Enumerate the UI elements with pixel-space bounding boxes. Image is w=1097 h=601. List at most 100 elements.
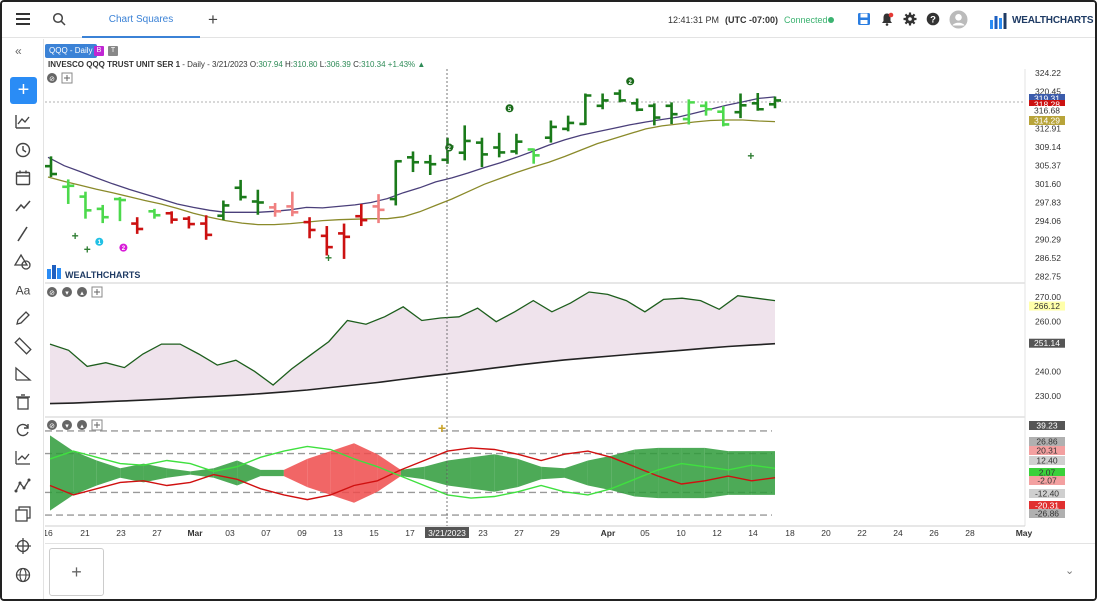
price-bar (303, 217, 316, 239)
price-axis-tick: 301.60 (1035, 179, 1061, 189)
chart-watermark: WEALTHCHARTS (47, 265, 140, 280)
compare-icon[interactable] (13, 448, 33, 468)
history-icon[interactable] (13, 140, 33, 160)
price-bar (113, 197, 126, 222)
price-axis-tick: 290.29 (1035, 234, 1061, 244)
collapse-panel-icon[interactable]: ▴ (77, 287, 87, 297)
badge-t[interactable]: T (108, 46, 118, 56)
chart-area[interactable]: QQQ - Daily B T INVESCO QQQ TRUST UNIT S… (45, 39, 1095, 543)
text-icon[interactable]: Aa (13, 280, 33, 300)
signal-number-label: 2 (629, 80, 633, 86)
signal-number-label: 2 (122, 246, 126, 252)
price-tag-bg (1029, 116, 1065, 125)
indicator-2-band-segment (728, 451, 752, 495)
price-bar (131, 217, 144, 234)
trend-line-icon[interactable] (13, 196, 33, 216)
price-bar (45, 156, 57, 177)
add-chart-button[interactable]: + (49, 548, 104, 596)
collapse-panel-icon[interactable]: ▴ (77, 420, 87, 430)
indicator-1-axis-tick: 240.00 (1035, 366, 1061, 376)
signal-number-label: 1 (98, 240, 102, 246)
price-tag-value: 318.28 (1034, 100, 1060, 110)
signal-number-marker: 2 (119, 243, 128, 252)
text-tool-label: Aa (16, 284, 31, 298)
alerts-icon[interactable] (880, 12, 894, 26)
add-icon[interactable]: + (10, 77, 37, 104)
menu-icon[interactable] (16, 13, 30, 25)
indicator-1-tag-value: 266.12 (1034, 301, 1060, 311)
line-icon[interactable] (13, 224, 33, 244)
indicator-2-band-segment (541, 466, 565, 480)
price-bar (62, 179, 75, 204)
price-axis-tick: 294.06 (1035, 216, 1061, 226)
measure-icon[interactable] (13, 364, 33, 384)
signal-plus-marker: + (72, 229, 79, 243)
price-bar (251, 189, 264, 215)
globe-icon[interactable] (13, 565, 33, 585)
signal-number-marker: 1 (95, 237, 104, 246)
pattern-icon[interactable] (13, 476, 33, 496)
indicator-2-tag-bg (1029, 421, 1065, 430)
collapse-icon[interactable]: « (15, 44, 22, 58)
indicator-2-tag-bg (1029, 509, 1065, 518)
date-axis-tick: 16 (45, 528, 53, 538)
high-value: 310.80 (293, 60, 318, 69)
indicator-2-green-line (49, 445, 776, 499)
symbol-badge[interactable]: QQQ - Daily (45, 44, 97, 58)
indicator-1-tag-bg (1029, 338, 1065, 348)
price-bar (562, 115, 575, 132)
price-bar (234, 179, 247, 201)
indicator-2-band-segment (307, 451, 331, 495)
tab-chart-squares[interactable]: Chart Squares (82, 2, 200, 38)
price-axis-tick: 320.45 (1035, 86, 1061, 96)
user-avatar-icon[interactable] (949, 10, 968, 29)
date-axis-tick: Mar (187, 528, 203, 538)
indicator-1-tag-value: 251.14 (1034, 338, 1060, 348)
price-bar (407, 151, 419, 173)
save-icon[interactable] (857, 12, 871, 26)
indicator-2-band-segment (470, 454, 495, 492)
interval-date: - Daily - 3/21/2023 (182, 60, 248, 69)
date-axis-tick: 09 (297, 528, 307, 538)
price-bar (458, 125, 471, 161)
settings-icon[interactable] (903, 12, 917, 26)
help-icon[interactable]: ? (926, 12, 940, 26)
hide-indicator-icon[interactable]: ⊘ (47, 73, 57, 83)
badge-b[interactable]: B (94, 46, 104, 56)
add-tab-icon[interactable]: + (208, 10, 218, 29)
trash-icon[interactable] (13, 392, 33, 412)
indicator-2-band-segment (120, 463, 144, 483)
signal-number-marker: 2 (626, 77, 635, 86)
add-indicator-icon[interactable] (91, 286, 103, 298)
indicators-icon[interactable] (13, 112, 33, 132)
ruler-icon[interactable] (13, 336, 33, 356)
shapes-icon[interactable] (13, 252, 33, 272)
indicator-1-fill (50, 292, 775, 404)
indicator-2-tag: 2.07 (1029, 468, 1065, 478)
add-indicator-icon[interactable] (61, 72, 73, 84)
chart-canvas[interactable]: ⊘⊘ ▾ ▴⊘ ▾ ▴WEALTHCHARTS++ 12+252+324.22320.45… (45, 39, 1095, 543)
hide-indicator-icon[interactable]: ⊘ (47, 420, 57, 430)
crosshair-icon[interactable] (13, 536, 33, 556)
pencil-icon[interactable] (13, 308, 33, 328)
indicator-menu-icon[interactable]: ▾ (62, 420, 72, 430)
calendar-icon[interactable] (13, 168, 33, 188)
indicator-menu-icon-bg (62, 287, 72, 297)
refresh-icon[interactable] (13, 420, 33, 440)
date-axis-tick: 28 (965, 528, 975, 538)
price-tag: 316.68 (1029, 106, 1065, 116)
indicator-menu-icon[interactable]: ▾ (62, 287, 72, 297)
instrument-name: INVESCO QQQ TRUST UNIT SER 1 (48, 60, 181, 69)
signal-number-label: 5 (508, 107, 512, 113)
indicator-2-band-segment (564, 460, 588, 486)
hide-indicator-icon[interactable]: ⊘ (47, 287, 57, 297)
indicator-2-band-segment (50, 435, 74, 511)
price-bar (734, 93, 747, 119)
layouts-icon[interactable] (13, 504, 33, 524)
chevron-down-icon[interactable]: ⌄ (1065, 565, 1075, 577)
add-indicator-icon[interactable] (91, 419, 103, 431)
search-icon[interactable] (52, 12, 66, 26)
date-axis-tick: 23 (116, 528, 126, 538)
timezone[interactable]: (UTC -07:00) (725, 15, 779, 25)
indicator-1-line-main (49, 291, 776, 386)
